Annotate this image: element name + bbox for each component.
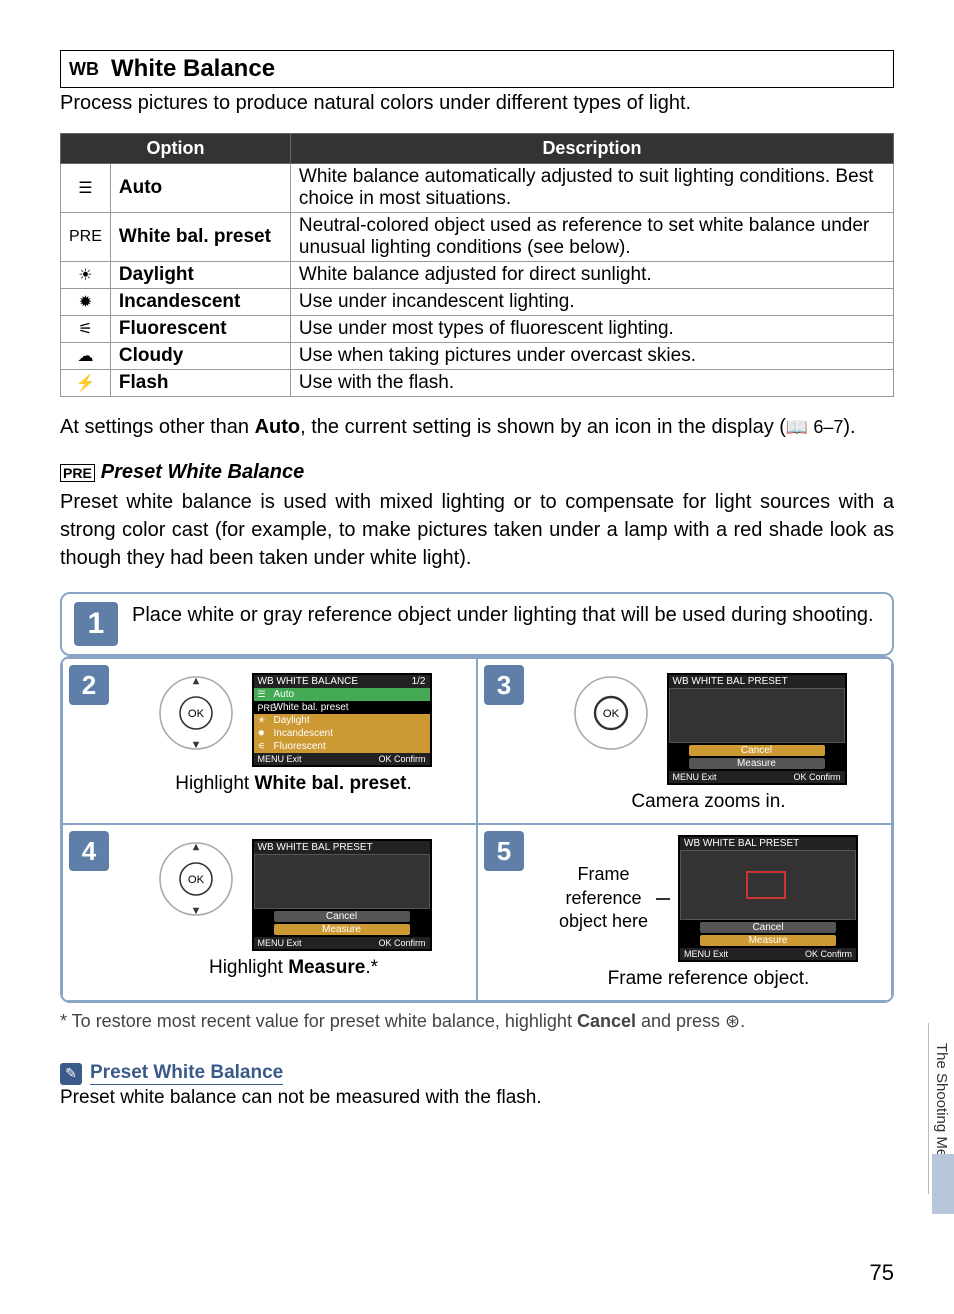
svg-text:OK: OK bbox=[187, 874, 204, 886]
intro-text: Process pictures to produce natural colo… bbox=[60, 92, 894, 115]
step-5-lcd: WB WHITE BAL PRESET Cancel Measure MENU … bbox=[678, 835, 858, 962]
option-icon: ⚡ bbox=[61, 370, 111, 397]
option-icon: ⚟ bbox=[61, 316, 111, 343]
option-icon: PRE bbox=[61, 213, 111, 262]
th-description: Description bbox=[290, 134, 893, 164]
step-4-lcd: WB WHITE BAL PRESET Cancel Measure MENU … bbox=[252, 839, 432, 951]
table-row: ☀DaylightWhite balance adjusted for dire… bbox=[61, 262, 894, 289]
step-2-caption: Highlight White bal. preset. bbox=[121, 773, 466, 795]
option-name: Daylight bbox=[110, 262, 290, 289]
tip-title: Preset White Balance bbox=[90, 1062, 283, 1085]
option-desc: Use under most types of fluorescent ligh… bbox=[290, 316, 893, 343]
preset-heading: PRE Preset White Balance bbox=[60, 461, 894, 484]
preset-body: Preset white balance is used with mixed … bbox=[60, 488, 894, 572]
step-3-caption: Camera zooms in. bbox=[536, 791, 881, 813]
table-row: ☰AutoWhite balance automatically adjuste… bbox=[61, 164, 894, 213]
tip-header: ✎ Preset White Balance bbox=[60, 1062, 894, 1085]
table-row: ⚡FlashUse with the flash. bbox=[61, 370, 894, 397]
multi-selector-icon: OK bbox=[156, 839, 236, 919]
multi-selector-icon: OK bbox=[571, 673, 651, 753]
svg-text:OK: OK bbox=[187, 708, 204, 720]
option-desc: Use under incandescent lighting. bbox=[290, 289, 893, 316]
tip-body: Preset white balance can not be measured… bbox=[60, 1087, 894, 1109]
option-desc: Use with the flash. bbox=[290, 370, 893, 397]
step-1-number: 1 bbox=[74, 602, 118, 646]
option-desc: White balance automatically adjusted to … bbox=[290, 164, 893, 213]
section-title: White Balance bbox=[111, 55, 275, 83]
display-note: At settings other than Auto, the current… bbox=[60, 413, 894, 441]
steps-grid: 2 OK WB WHITE BALANCE1/2 ☰Auto PREWhite … bbox=[60, 656, 894, 1003]
option-name: Incandescent bbox=[110, 289, 290, 316]
step-3-number: 3 bbox=[484, 665, 524, 705]
pre-icon: PRE bbox=[60, 464, 95, 482]
option-desc: Use when taking pictures under overcast … bbox=[290, 343, 893, 370]
pencil-icon: ✎ bbox=[60, 1063, 82, 1085]
option-desc: White balance adjusted for direct sunlig… bbox=[290, 262, 893, 289]
footnote: * To restore most recent value for prese… bbox=[60, 1011, 894, 1032]
th-option: Option bbox=[61, 134, 291, 164]
wb-icon: WB bbox=[69, 59, 99, 80]
section-header: WB White Balance bbox=[60, 50, 894, 88]
step-2-number: 2 bbox=[69, 665, 109, 705]
step-4: 4 OK WB WHITE BAL PRESET Cancel Measur bbox=[62, 824, 477, 1001]
table-row: PREWhite bal. presetNeutral-colored obje… bbox=[61, 213, 894, 262]
step-5-side-label: Framereferenceobject here bbox=[559, 863, 648, 933]
step-2-lcd: WB WHITE BALANCE1/2 ☰Auto PREWhite bal. … bbox=[252, 673, 432, 767]
step-1: 1 Place white or gray reference object u… bbox=[60, 592, 894, 656]
step-5: 5 Framereferenceobject here WB WHITE BAL… bbox=[477, 824, 892, 1001]
table-row: ⚟FluorescentUse under most types of fluo… bbox=[61, 316, 894, 343]
step-4-number: 4 bbox=[69, 831, 109, 871]
option-icon: ✹ bbox=[61, 289, 111, 316]
step-5-number: 5 bbox=[484, 831, 524, 871]
step-3: 3 OK WB WHITE BAL PRESET Cancel Measure … bbox=[477, 658, 892, 824]
table-row: ✹IncandescentUse under incandescent ligh… bbox=[61, 289, 894, 316]
page-number: 75 bbox=[870, 1260, 894, 1286]
option-desc: Neutral-colored object used as reference… bbox=[290, 213, 893, 262]
step-5-caption: Frame reference object. bbox=[536, 968, 881, 990]
option-name: Fluorescent bbox=[110, 316, 290, 343]
options-table: Option Description ☰AutoWhite balance au… bbox=[60, 133, 894, 397]
step-1-text: Place white or gray reference object und… bbox=[132, 602, 880, 629]
step-4-caption: Highlight Measure.* bbox=[121, 957, 466, 979]
option-name: Auto bbox=[110, 164, 290, 213]
option-name: White bal. preset bbox=[110, 213, 290, 262]
option-name: Flash bbox=[110, 370, 290, 397]
svg-text:OK: OK bbox=[602, 708, 619, 720]
step-2: 2 OK WB WHITE BALANCE1/2 ☰Auto PREWhite … bbox=[62, 658, 477, 824]
option-name: Cloudy bbox=[110, 343, 290, 370]
table-row: ☁CloudyUse when taking pictures under ov… bbox=[61, 343, 894, 370]
option-icon: ☀ bbox=[61, 262, 111, 289]
option-icon: ☰ bbox=[61, 164, 111, 213]
step-3-lcd: WB WHITE BAL PRESET Cancel Measure MENU … bbox=[667, 673, 847, 785]
option-icon: ☁ bbox=[61, 343, 111, 370]
side-tab: The Shooting Menu bbox=[928, 1023, 954, 1194]
multi-selector-icon: OK bbox=[156, 673, 236, 753]
